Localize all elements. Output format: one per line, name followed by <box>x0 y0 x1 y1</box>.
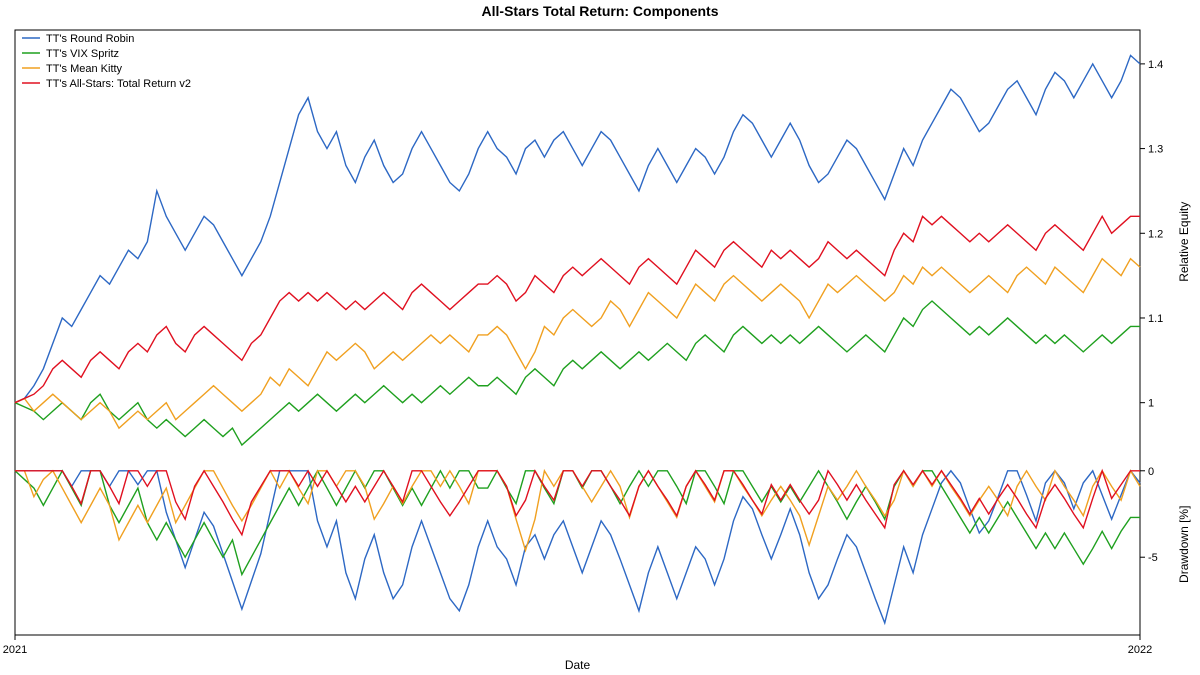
equity-line-1 <box>15 301 1140 445</box>
legend-item-2: TT's Mean Kitty <box>46 63 123 75</box>
plot-border <box>15 30 1140 635</box>
ytick-top: 1.2 <box>1148 228 1163 240</box>
legend: TT's Round Robin TT's VIX Spritz TT's Mean… <box>22 33 191 90</box>
ytick-top: 1.4 <box>1148 59 1163 71</box>
ytick-bottom: 0 <box>1148 466 1154 478</box>
ytick-bottom: -5 <box>1148 552 1158 564</box>
ytick-top: 1.3 <box>1148 144 1163 156</box>
drawdown-line-0 <box>15 471 1140 623</box>
equity-line-3 <box>15 216 1140 402</box>
ytick-top: 1 <box>1148 398 1154 410</box>
ytick-top: 1.1 <box>1148 313 1163 325</box>
y-axis-label-bottom: Drawdown [%] <box>1177 506 1191 583</box>
y-axis-label-top: Relative Equity <box>1177 202 1191 282</box>
xtick: 2021 <box>3 644 27 656</box>
legend-item-0: TT's Round Robin <box>46 33 134 45</box>
chart-container: All-Stars Total Return: Components 1 1.1 1.… <box>0 0 1200 675</box>
legend-item-1: TT's VIX Spritz <box>46 48 119 60</box>
x-axis-label: Date <box>565 658 591 672</box>
chart-svg: All-Stars Total Return: Components 1 1.1 1.… <box>0 0 1200 675</box>
legend-item-3: TT's All-Stars: Total Return v2 <box>46 78 191 90</box>
equity-line-2 <box>15 259 1140 428</box>
xtick: 2022 <box>1128 644 1152 656</box>
chart-title: All-Stars Total Return: Components <box>482 3 719 19</box>
